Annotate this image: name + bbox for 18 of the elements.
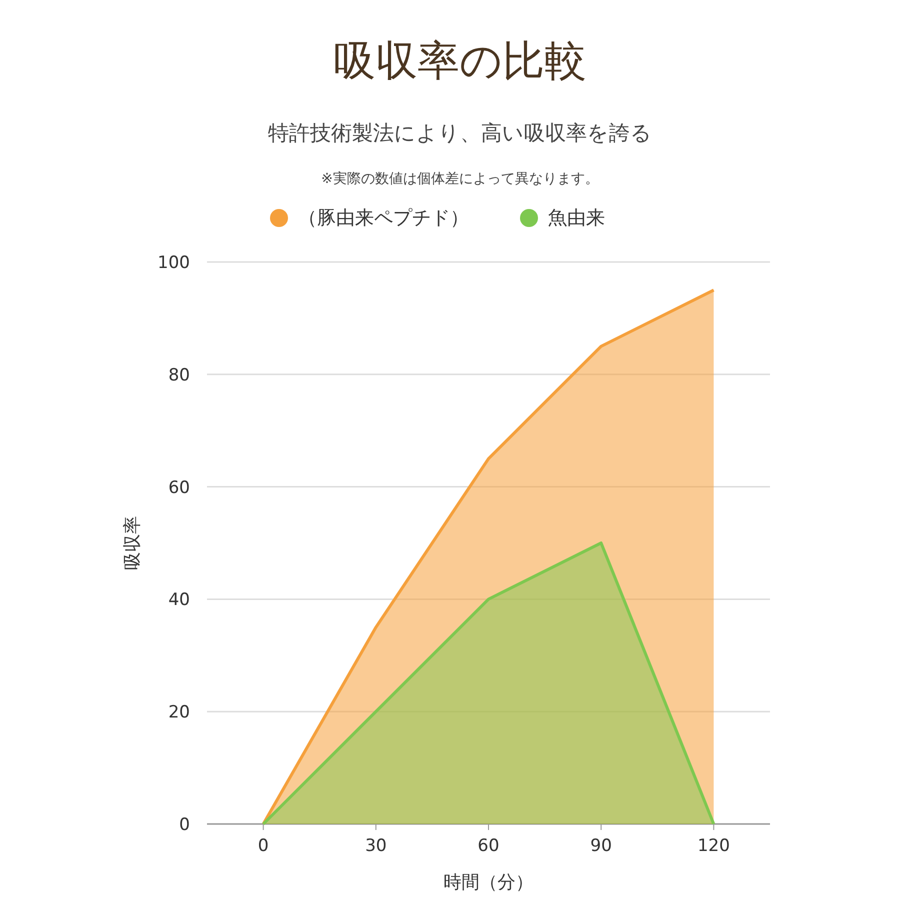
x-tick-label: 0: [258, 836, 269, 856]
chart-subtitle: 特許技術製法により、高い吸収率を誇る: [268, 121, 652, 145]
legend-label: 魚由来: [548, 207, 605, 229]
x-tick-label: 120: [697, 836, 730, 856]
y-axis-title: 吸収率: [122, 516, 143, 570]
x-tick-label: 60: [478, 836, 500, 856]
legend-label: （豚由来ペプチド）: [298, 207, 469, 229]
y-tick-label: 100: [158, 253, 190, 273]
chart-title: 吸収率の比較: [334, 36, 586, 85]
y-tick-label: 80: [168, 365, 190, 386]
y-tick-label: 0: [179, 815, 190, 835]
text: ※実際の数値は個体差によって異なります。: [321, 171, 599, 187]
x-tick-label: 90: [590, 836, 612, 856]
y-tick-label: 60: [168, 478, 190, 498]
y-tick-label: 40: [168, 590, 190, 610]
x-tick-label: 30: [365, 836, 387, 856]
y-tick-label: 20: [168, 702, 190, 723]
x-axis-title: 時間（分）: [444, 872, 534, 893]
